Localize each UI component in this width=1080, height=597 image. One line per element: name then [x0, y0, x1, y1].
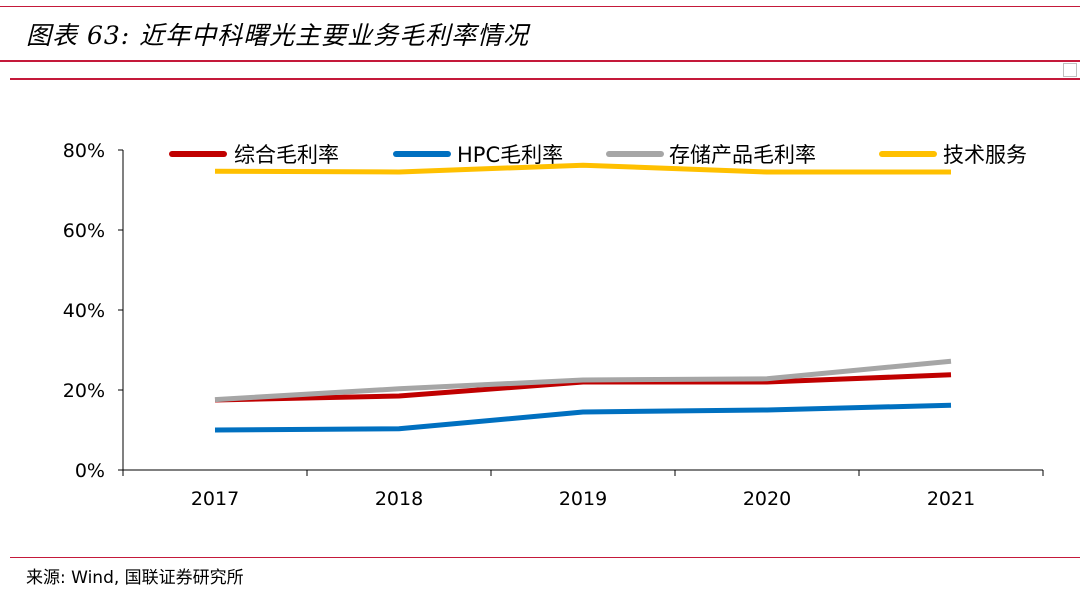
series-line-4 [214, 162, 951, 175]
series-line-3 [214, 358, 952, 403]
legend-label-3: 存储产品毛利率 [669, 143, 816, 167]
legend-label-1: 综合毛利率 [234, 143, 339, 167]
y-tick-label: 20% [63, 380, 105, 402]
legend-label-2: HPC毛利率 [457, 143, 563, 167]
x-tick-label: 2020 [743, 488, 791, 510]
y-tick-label: 80% [63, 140, 105, 162]
title-bottom-rule [0, 60, 1080, 62]
chart-area: 0% 20% 40% 60% 80% 2017 2018 2019 2020 2021 综合毛利率… [0, 86, 1080, 546]
x-tick-label: 2018 [375, 488, 423, 510]
x-tick-label: 2019 [559, 488, 607, 510]
y-tick-label: 40% [63, 300, 105, 322]
x-tick-label: 2017 [191, 488, 239, 510]
chart-axes: 0% 20% 40% 60% 80% 2017 2018 2019 2020 2021 [63, 140, 1044, 510]
legend-label-4: 技术服务 [943, 143, 1027, 167]
title-top-rule [0, 6, 1080, 7]
header-secondary-rule [10, 78, 1080, 80]
chart-legend: 综合毛利率 HPC毛利率 存储产品毛利率 技术服务 [169, 143, 1027, 167]
series-line-2 [214, 402, 952, 433]
corner-marker [1063, 63, 1077, 77]
chart-title: 图表 63: 近年中科曙光主要业务毛利率情况 [26, 21, 530, 50]
y-tick-label: 0% [75, 460, 105, 482]
source-note: 来源: Wind, 国联证券研究所 [26, 568, 244, 588]
x-tick-label: 2021 [927, 488, 975, 510]
line-chart: 0% 20% 40% 60% 80% 2017 2018 2019 2020 2021 综合毛利率… [63, 140, 1044, 510]
source-rule [10, 557, 1080, 558]
title-bar: 图表 63: 近年中科曙光主要业务毛利率情况 [0, 0, 1080, 62]
series-layer [214, 162, 952, 433]
y-tick-label: 60% [63, 220, 105, 242]
